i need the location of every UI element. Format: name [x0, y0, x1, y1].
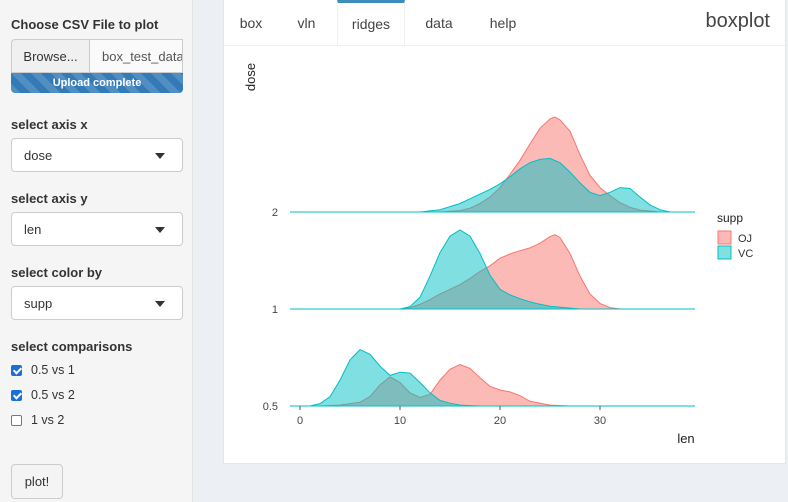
- comparison-option[interactable]: 0.5 vs 1: [11, 363, 75, 377]
- comparison-option[interactable]: 0.5 vs 2: [11, 388, 75, 402]
- color-by-label: select color by: [11, 265, 103, 280]
- checkbox-icon[interactable]: [11, 389, 22, 401]
- axis-y-value: len: [24, 221, 42, 237]
- upload-progress-bar: Upload complete: [11, 73, 183, 93]
- axis-y-label: select axis y: [11, 191, 88, 206]
- plot-button[interactable]: plot!: [11, 464, 63, 499]
- file-name-field[interactable]: box_test_data: [89, 39, 183, 73]
- tab-data[interactable]: data: [425, 14, 453, 31]
- panel-title: boxplot: [705, 10, 771, 32]
- tab-box[interactable]: box: [239, 14, 263, 31]
- axis-x-value: dose: [24, 147, 53, 163]
- axis-x-select[interactable]: dose: [11, 138, 183, 172]
- caret-down-icon: [155, 153, 165, 159]
- comparisons-label: select comparisons: [11, 339, 133, 354]
- comparison-option[interactable]: 1 vs 2: [11, 413, 64, 427]
- plot-panel: box vln ridges data help boxplot: [223, 0, 786, 464]
- checkbox-icon[interactable]: [11, 364, 22, 376]
- comparison-option-label: 0.5 vs 1: [31, 363, 75, 377]
- file-input-label: Choose CSV File to plot: [11, 17, 159, 32]
- tab-bar: box vln ridges data help: [224, 0, 785, 46]
- color-by-select[interactable]: supp: [11, 286, 183, 320]
- checkbox-icon[interactable]: [11, 414, 22, 426]
- axis-y-select[interactable]: len: [11, 212, 183, 246]
- comparison-option-label: 0.5 vs 2: [31, 388, 75, 402]
- tab-vln[interactable]: vln: [297, 14, 316, 31]
- tab-help[interactable]: help: [489, 14, 517, 31]
- browse-button[interactable]: Browse...: [11, 39, 89, 73]
- caret-down-icon: [155, 301, 165, 307]
- file-input: Browse... box_test_data: [11, 39, 183, 73]
- caret-down-icon: [155, 227, 165, 233]
- tab-ridges[interactable]: ridges: [337, 0, 405, 45]
- comparison-option-label: 1 vs 2: [31, 413, 65, 427]
- sidebar: Choose CSV File to plot Browse... box_te…: [0, 0, 193, 502]
- axis-x-label: select axis x: [11, 117, 88, 132]
- color-by-value: supp: [24, 295, 53, 311]
